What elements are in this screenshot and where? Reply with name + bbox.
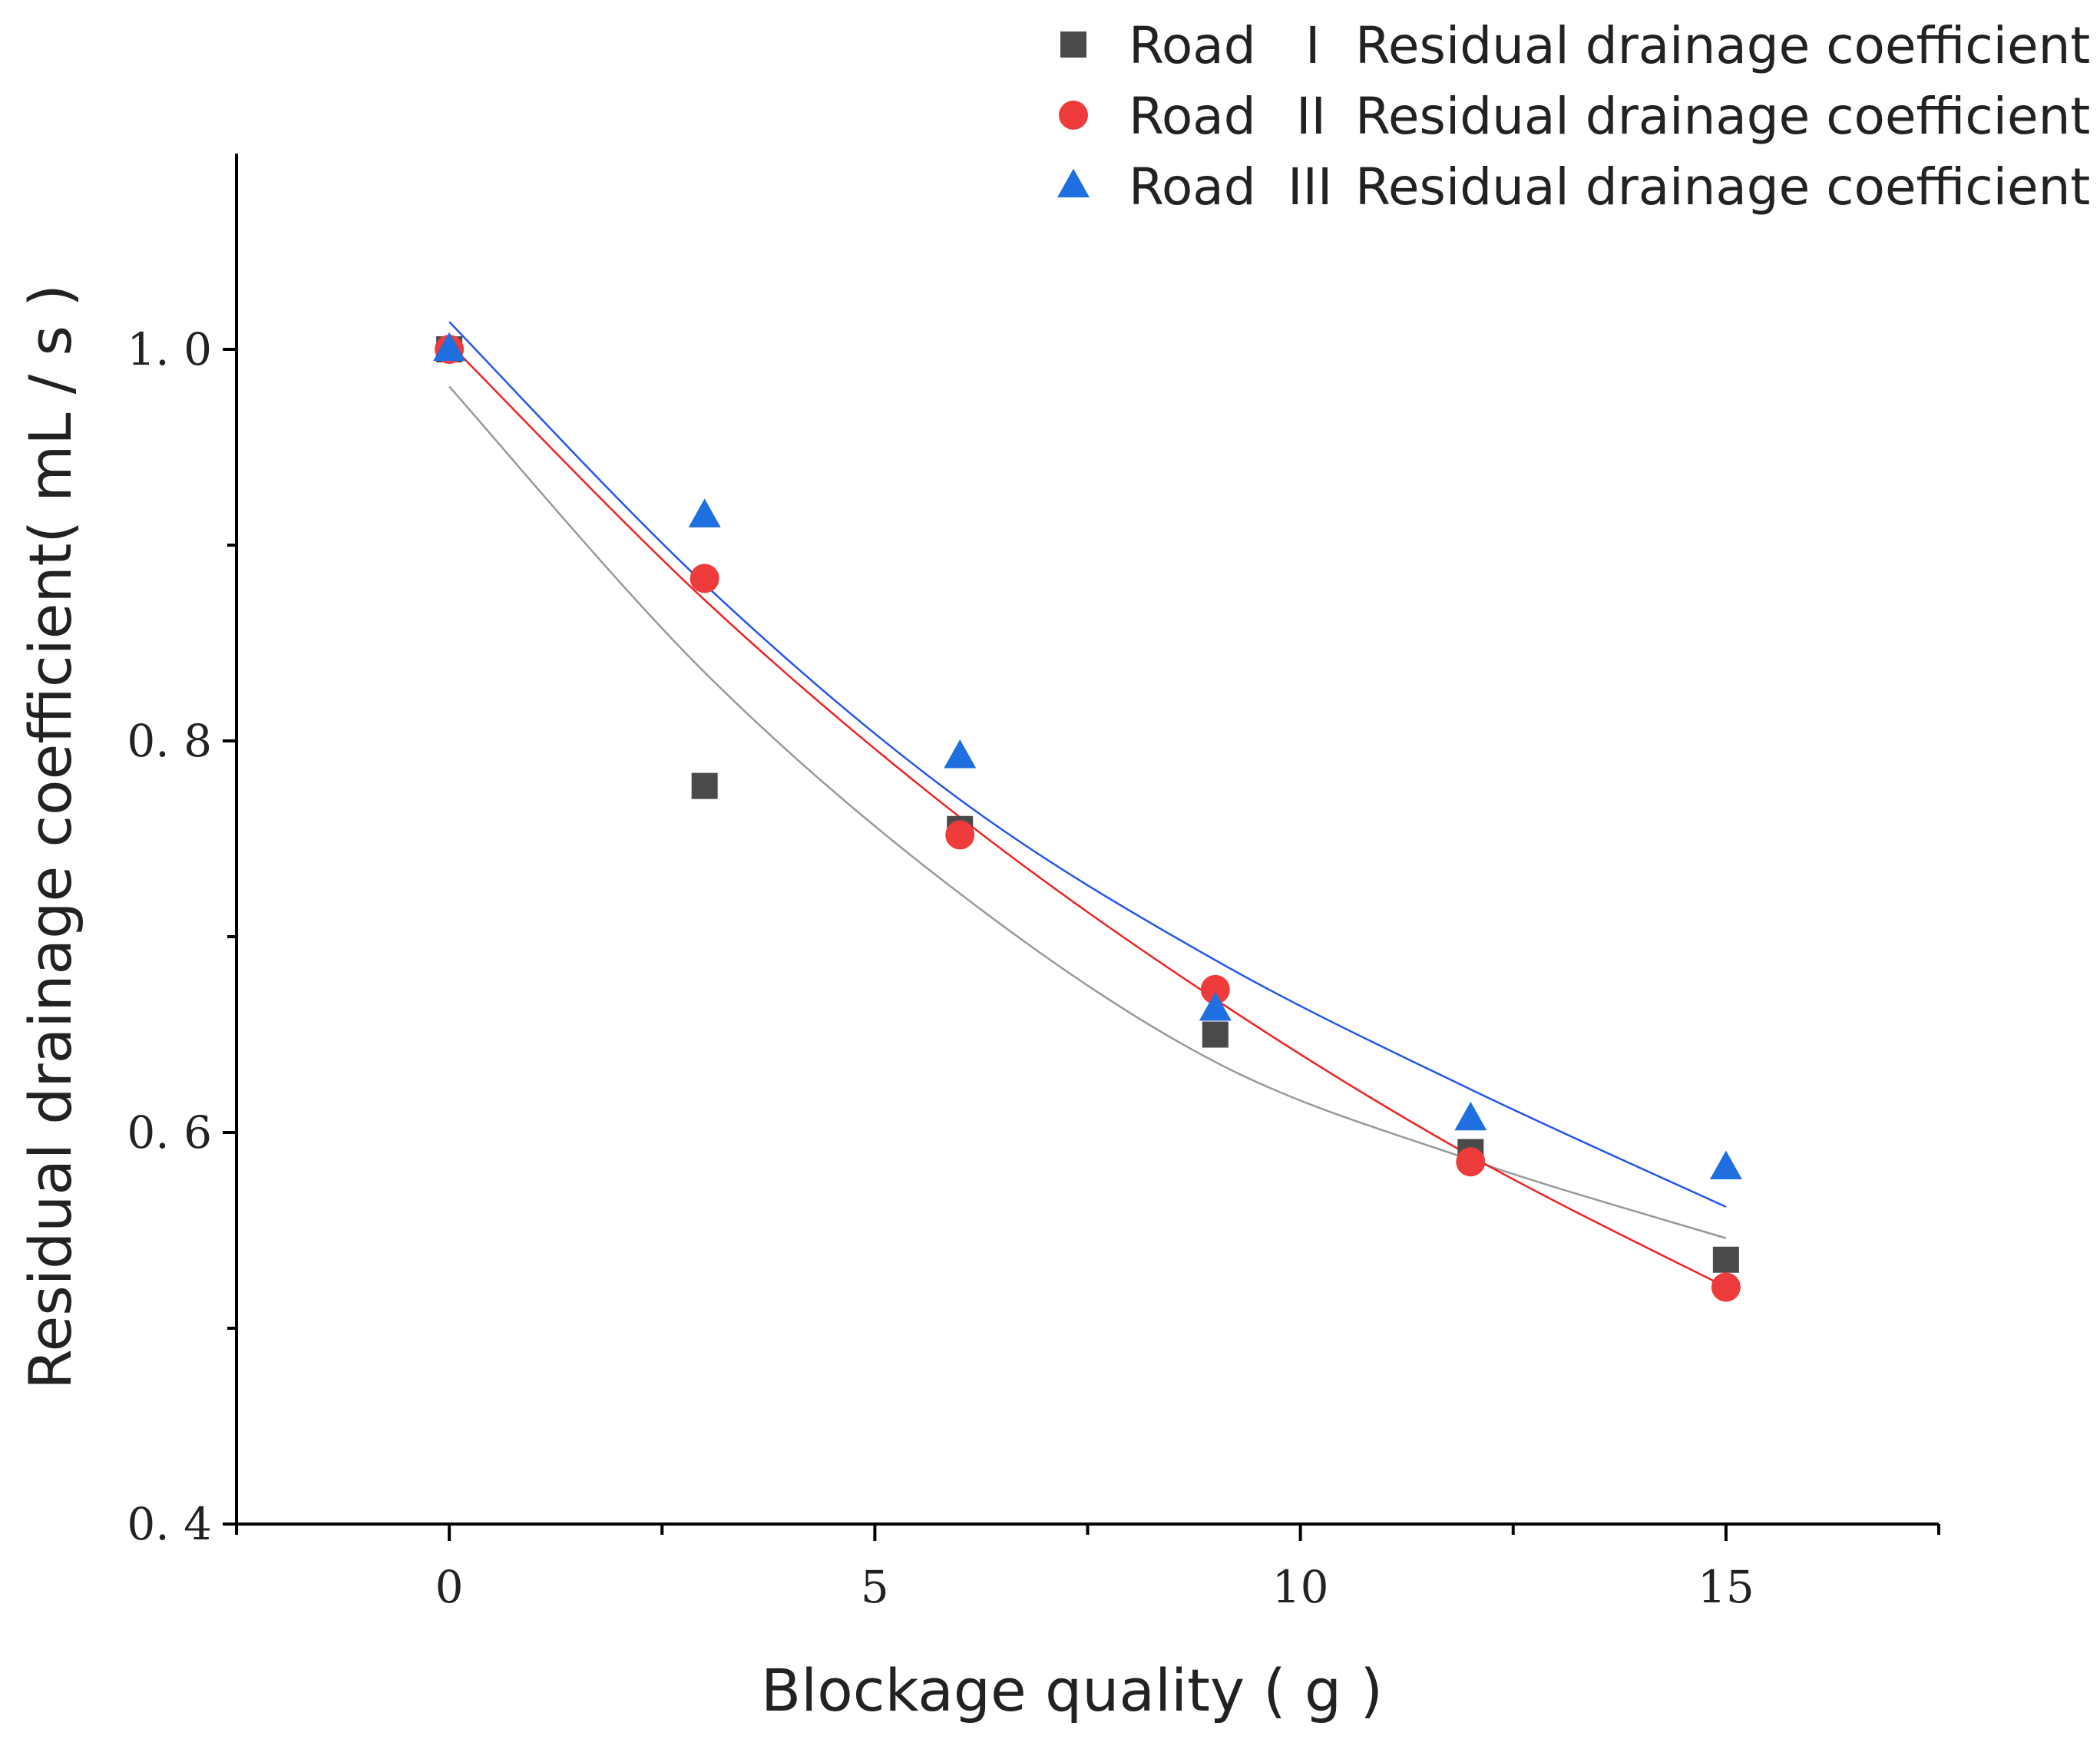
x-tick-label: 15 — [1698, 1561, 1754, 1613]
x-ticks: 0 5 10 15 — [235, 1524, 1940, 1613]
data-point-series-1 — [691, 772, 718, 799]
legend-description: Residual drainage coefficient — [1355, 157, 2090, 217]
x-tick-label: 0 — [435, 1561, 464, 1613]
legend-road-numeral: II — [1296, 87, 1326, 146]
legend: Road I Residual drainage coefficient Road II… — [1057, 16, 2090, 217]
fit-line-series-1 — [448, 385, 1727, 1239]
legend-marker-series-1 — [1060, 31, 1086, 58]
y-tick-label: 0. 4 — [127, 1498, 212, 1550]
x-tick-label: 10 — [1272, 1561, 1329, 1613]
data-point-series-3 — [1199, 992, 1232, 1021]
legend-road-label: Road — [1129, 87, 1256, 146]
data-point-series-1 — [1202, 1021, 1229, 1048]
fit-lines — [448, 321, 1727, 1288]
y-ticks: 0. 4 0. 6 0. 8 1. 0 — [127, 323, 236, 1550]
x-axis-title: Blockage quality ( g ) — [761, 1656, 1383, 1724]
data-point-series-2 — [1711, 1272, 1741, 1302]
data-point-series-3 — [944, 739, 977, 769]
data-point-series-3 — [1709, 1150, 1742, 1180]
data-points — [433, 332, 1742, 1302]
data-point-series-2 — [690, 564, 719, 593]
y-tick-label: 0. 8 — [127, 715, 212, 767]
data-point-series-3 — [1454, 1101, 1487, 1131]
axes — [235, 154, 1939, 1526]
x-tick-label: 5 — [861, 1561, 889, 1613]
data-point-series-2 — [1456, 1147, 1486, 1177]
data-point-series-2 — [945, 820, 975, 850]
y-tick-label: 0. 6 — [127, 1106, 212, 1159]
data-point-series-1 — [1712, 1246, 1739, 1273]
fit-line-series-2 — [448, 342, 1727, 1288]
legend-marker-series-3 — [1057, 168, 1090, 198]
legend-description: Residual drainage coefficient — [1355, 16, 2090, 75]
legend-description: Residual drainage coefficient — [1355, 87, 2090, 146]
legend-road-numeral: I — [1305, 16, 1320, 75]
legend-road-label: Road — [1129, 157, 1256, 217]
legend-road-numeral: III — [1288, 157, 1332, 217]
data-point-series-3 — [433, 332, 466, 362]
y-tick-label: 1. 0 — [127, 323, 212, 375]
data-point-series-2 — [1200, 974, 1230, 1004]
data-point-series-3 — [688, 498, 721, 527]
legend-road-label: Road — [1129, 16, 1256, 75]
fit-line-series-3 — [448, 321, 1727, 1208]
legend-marker-series-2 — [1059, 101, 1088, 130]
y-axis-title: Residual drainage coefficient( mL / s ) — [16, 284, 84, 1390]
